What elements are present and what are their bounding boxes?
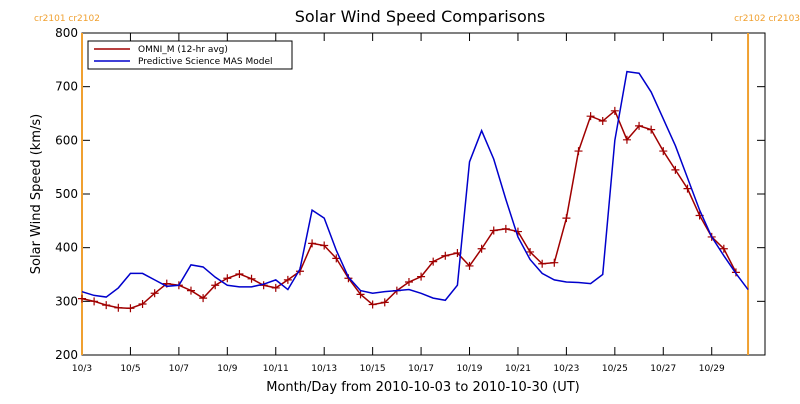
point-marker [102,301,111,310]
point-marker [574,147,583,156]
point-marker [671,165,680,174]
rotation-label: cr2102 cr2103 [734,14,800,24]
point-marker [635,121,644,130]
point-marker [513,227,522,236]
point-marker [332,254,341,263]
legend-box [87,40,293,70]
point-marker [477,244,486,253]
point-marker [550,258,559,267]
x-tick-label: 10/23 [553,364,579,374]
point-marker [465,261,474,270]
point-marker [404,278,413,287]
x-tick-label: 10/27 [650,364,676,374]
y-tick-label: 300 [55,294,78,308]
point-marker [719,244,728,253]
x-tick-label: 10/3 [72,364,92,374]
point-marker [114,303,123,312]
point-marker [441,251,450,260]
point-marker [186,286,195,295]
point-marker [417,272,426,281]
point-marker [622,135,631,144]
x-axis-label: Month/Day from 2010-10-03 to 2010-10-30 … [266,380,579,395]
plot-frame [81,32,766,356]
point-marker [356,290,365,299]
point-marker [538,259,547,268]
point-marker [647,125,656,134]
y-tick-label: 700 [55,80,78,94]
x-tick-label: 10/7 [169,364,189,374]
point-marker [90,297,99,306]
series-line [81,70,749,302]
point-marker [526,247,535,256]
chart-title: Solar Wind Speed Comparisons [295,7,546,26]
point-marker [659,147,668,156]
x-tick-label: 10/17 [408,364,434,374]
point-marker [610,106,619,115]
point-marker [223,274,232,283]
point-marker [598,117,607,126]
point-marker [368,300,377,309]
point-marker [320,241,329,250]
x-tick-label: 10/9 [217,364,237,374]
legend-label: OMNI_M (12-hr avg) [138,45,228,55]
point-marker [211,281,220,290]
point-marker [271,283,280,292]
point-marker [586,112,595,121]
x-tick-label: 10/29 [699,364,725,374]
y-axis-label: Solar Wind Speed (km/s) [29,114,44,274]
rotation-label: cr2101 cr2102 [34,14,100,24]
point-marker [247,274,256,283]
x-tick-label: 10/11 [263,364,289,374]
y-tick-label: 200 [55,348,78,362]
point-marker [150,289,159,298]
point-marker [683,184,692,193]
point-marker [126,304,135,313]
y-tick-label: 600 [55,133,78,147]
point-marker [235,269,244,278]
point-marker [308,239,317,248]
x-tick-label: 10/25 [602,364,628,374]
y-tick-label: 800 [55,26,78,40]
point-marker [562,214,571,223]
point-marker [138,300,147,309]
legend-label: Predictive Science MAS Model [138,57,273,67]
y-tick-label: 500 [55,187,78,201]
x-tick-label: 10/15 [360,364,386,374]
point-marker [283,275,292,284]
x-tick-label: 10/13 [311,364,337,374]
point-marker [489,226,498,235]
x-tick-label: 10/5 [120,364,140,374]
point-marker [380,298,389,307]
point-marker [199,294,208,303]
x-tick-label: 10/21 [505,364,531,374]
point-marker [429,257,438,266]
point-marker [501,224,510,233]
point-marker [78,294,86,303]
y-tick-label: 400 [55,241,78,255]
x-tick-label: 10/19 [457,364,483,374]
